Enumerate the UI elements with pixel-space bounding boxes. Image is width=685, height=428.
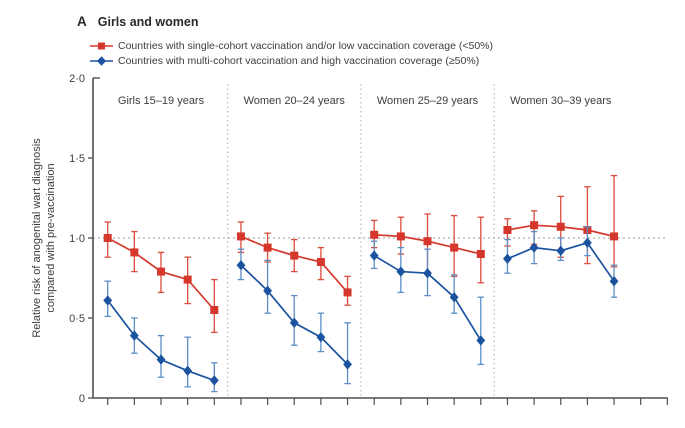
data-point-diamond: [236, 260, 246, 271]
figure-title: A Girls and women: [77, 14, 198, 29]
panel-label: Girls 15–19 years: [118, 95, 205, 107]
data-point-diamond: [209, 375, 219, 386]
legend-marker: [97, 55, 106, 66]
data-point-diamond: [583, 237, 592, 248]
data-point-diamond: [449, 292, 459, 303]
data-point-square: [556, 222, 565, 231]
y-tick-label: 1·5: [69, 153, 85, 165]
legend-marker: [98, 42, 105, 49]
data-point-diamond: [129, 330, 139, 341]
data-point-diamond: [529, 242, 539, 253]
y-axis-title-line2: compared with pre-vaccination: [45, 163, 57, 312]
panel-letter: A: [77, 14, 87, 29]
y-tick-label: 1·0: [69, 233, 85, 245]
data-point-square: [343, 288, 352, 297]
legend-label: Countries with single-cohort vaccination…: [118, 39, 493, 52]
data-point-diamond: [476, 335, 486, 346]
data-point-square: [263, 243, 272, 252]
data-point-diamond: [556, 245, 566, 256]
y-tick-label: 2·0: [69, 73, 85, 85]
data-point-square: [450, 243, 459, 252]
data-point-square: [210, 306, 219, 314]
data-point-square: [157, 267, 165, 276]
data-point-square: [476, 250, 485, 258]
data-point-square: [316, 258, 325, 266]
figure-title-text: Girls and women: [97, 15, 199, 29]
data-point-diamond: [183, 365, 193, 376]
legend-marker-square-icon: [90, 42, 113, 49]
data-point-square: [103, 234, 112, 242]
data-point-square: [610, 232, 619, 241]
data-point-diamond: [343, 359, 352, 370]
panel-label: Women 30–39 years: [510, 95, 612, 107]
data-point-diamond: [396, 266, 406, 277]
data-point-square: [423, 237, 432, 246]
legend-label: Countries with multi-cohort vaccination …: [118, 54, 480, 67]
chart-legend: Countries with single-cohort vaccination…: [89, 38, 493, 68]
data-point-square: [503, 226, 512, 234]
y-axis-title-line1: Relative risk of anogenital wart diagnos…: [31, 138, 43, 338]
legend-item-single-cohort: Countries with single-cohort vaccination…: [89, 38, 493, 53]
data-point-diamond: [263, 285, 272, 296]
data-point-diamond: [369, 250, 379, 261]
data-point-square: [290, 251, 299, 260]
y-tick-label: 0: [79, 393, 85, 405]
data-point-diamond: [423, 268, 432, 279]
data-point-square: [183, 275, 192, 284]
data-point-square: [236, 232, 245, 241]
y-tick-label: 0·5: [69, 313, 85, 325]
data-point-square: [370, 230, 379, 239]
data-point-square: [396, 232, 405, 241]
data-point-square: [530, 221, 539, 230]
data-point-diamond: [609, 276, 619, 287]
panel-label: Women 25–29 years: [377, 95, 479, 107]
panel-label: Women 20–24 years: [244, 95, 346, 107]
data-point-diamond: [289, 317, 299, 328]
legend-item-multi-cohort: Countries with multi-cohort vaccination …: [89, 53, 493, 68]
data-point-square: [130, 248, 139, 257]
data-point-diamond: [503, 253, 512, 264]
data-point-diamond: [156, 354, 166, 365]
data-point-diamond: [316, 332, 326, 343]
legend-marker-diamond-icon: [90, 55, 113, 66]
data-point-diamond: [103, 295, 113, 306]
